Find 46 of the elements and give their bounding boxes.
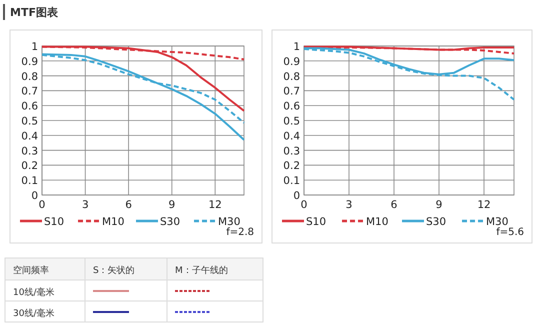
- y-tick-label: 0: [293, 190, 300, 202]
- chart-title: MTF图表: [10, 6, 59, 19]
- text: 空间频率: [13, 265, 49, 276]
- y-tick-label: 0.6: [283, 100, 300, 113]
- legend-label: S30: [426, 216, 446, 228]
- y-tick-label: 0.5: [283, 116, 300, 128]
- x-tick-label: 12: [477, 199, 491, 211]
- y-tick-label: 0.8: [21, 70, 38, 83]
- x-tick-label: 9: [168, 199, 176, 211]
- y-tick-label: 1: [31, 41, 38, 53]
- text: 10线/毫米: [13, 287, 54, 298]
- x-tick-label: 12: [208, 199, 222, 211]
- legend-label: M10: [102, 216, 124, 228]
- x-tick-label: 6: [125, 199, 132, 211]
- legend-label: S30: [160, 216, 180, 228]
- x-tick-label: 6: [390, 199, 398, 211]
- y-tick-label: 0.3: [283, 145, 300, 158]
- y-tick-label: 0.3: [21, 145, 38, 158]
- y-tick-label: 0.5: [21, 116, 38, 128]
- text: M：子午线的: [175, 265, 228, 276]
- y-tick-label: 0.7: [21, 86, 38, 98]
- y-tick-label: 0.2: [283, 160, 300, 172]
- y-tick-label: 0.2: [21, 160, 38, 172]
- x-tick-label: 3: [346, 199, 352, 211]
- y-tick-label: 0.8: [283, 70, 300, 83]
- y-tick-label: 0.6: [21, 100, 38, 113]
- y-tick-label: 0.7: [283, 86, 300, 98]
- y-tick-label: 1: [293, 41, 300, 53]
- legend-label: S10: [306, 216, 326, 228]
- legend-label: M30: [218, 216, 240, 228]
- y-tick-label: 0.9: [21, 56, 38, 68]
- y-tick-label: 0.4: [283, 130, 300, 142]
- text: f=2.8: [226, 227, 254, 238]
- legend-label: M10: [366, 216, 388, 228]
- y-tick-label: 0.1: [21, 175, 38, 188]
- x-tick-label: 3: [82, 199, 89, 211]
- legend-label: M30: [486, 216, 508, 228]
- text: 30线/毫米: [13, 308, 54, 319]
- x-tick-label: 9: [436, 199, 442, 211]
- y-tick-label: 0.1: [283, 175, 300, 188]
- y-tick-label: 0.9: [283, 56, 300, 68]
- text: S：矢状的: [93, 265, 135, 276]
- y-tick-label: 0: [31, 190, 38, 202]
- legend-label: S10: [44, 216, 64, 228]
- text: f=5.6: [496, 227, 524, 238]
- y-tick-label: 0.4: [21, 130, 38, 142]
